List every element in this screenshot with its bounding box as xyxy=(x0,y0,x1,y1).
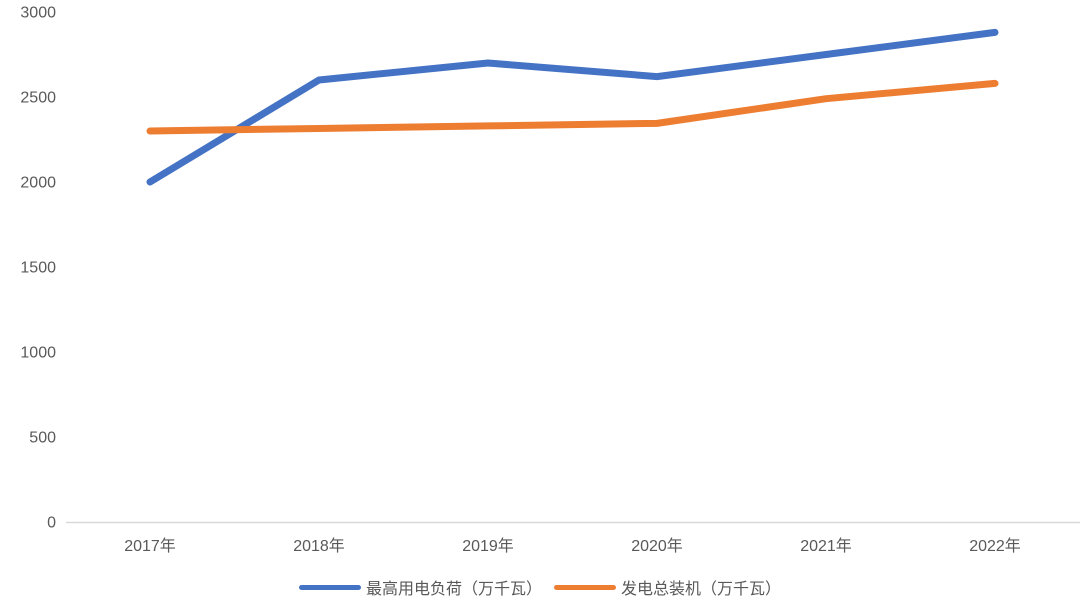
x-axis-tick-label: 2017年 xyxy=(124,537,176,555)
legend-label: 最高用电负荷（万千瓦） xyxy=(365,581,542,598)
y-axis-tick-label: 1500 xyxy=(20,260,56,277)
legend-swatch xyxy=(554,584,616,590)
series-line-1 xyxy=(146,79,999,135)
legend-item: 发电总装机（万千瓦） xyxy=(554,575,781,599)
legend-swatch xyxy=(298,584,361,590)
y-axis-tick-label: 1000 xyxy=(20,345,56,362)
x-axis-tick-label: 2021年 xyxy=(800,537,852,555)
legend-item: 最高用电负荷（万千瓦） xyxy=(298,575,542,599)
y-axis-tick-label: 0 xyxy=(47,515,56,532)
x-axis-tick-label: 2019年 xyxy=(462,537,514,555)
chart-legend: 最高用电负荷（万千瓦） 发电总装机（万千瓦） xyxy=(0,575,1080,599)
y-axis-tick-label: 2500 xyxy=(20,90,56,107)
legend-label: 发电总装机（万千瓦） xyxy=(621,581,782,598)
x-axis-tick-label: 2020年 xyxy=(631,537,683,555)
series-line-0 xyxy=(146,28,999,186)
y-axis-tick-label: 2000 xyxy=(20,175,56,192)
y-axis-tick-label: 500 xyxy=(29,430,56,447)
x-axis-tick-label: 2022年 xyxy=(969,537,1021,555)
x-axis-tick-label: 2018年 xyxy=(293,537,345,555)
y-axis-tick-label: 3000 xyxy=(20,5,56,22)
